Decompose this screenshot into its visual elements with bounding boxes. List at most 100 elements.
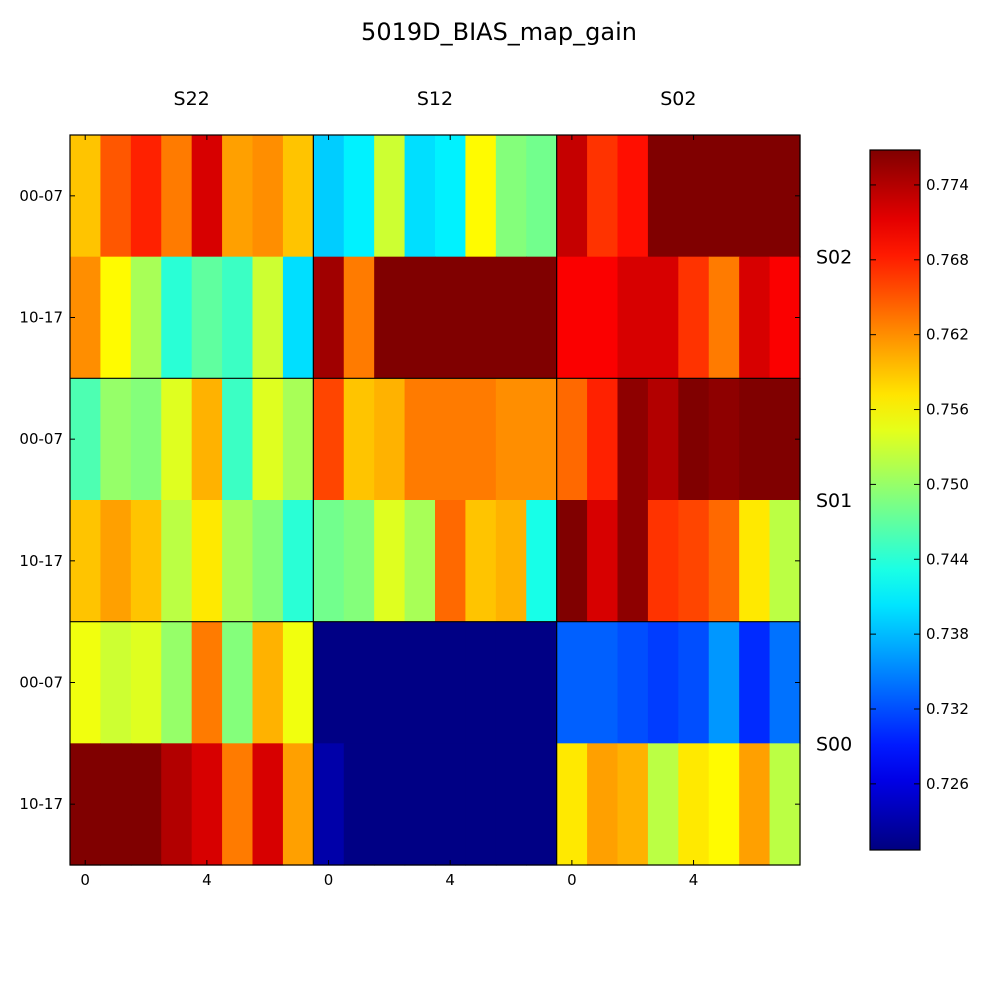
heatmap-cell xyxy=(708,378,740,501)
heatmap-cell xyxy=(435,256,467,379)
row-group-labels: S02 S01 S00 xyxy=(816,247,852,756)
heatmap-cell xyxy=(191,500,223,623)
heatmap-cell xyxy=(222,256,254,379)
heatmap-cell xyxy=(130,500,162,623)
heatmap-cell xyxy=(130,743,162,866)
heatmap-cell xyxy=(708,256,740,379)
heatmap-cell xyxy=(282,500,314,623)
heatmap-cell xyxy=(343,378,375,501)
heatmap-cell xyxy=(587,743,619,866)
heatmap-cell xyxy=(313,500,345,623)
row-group-label: S00 xyxy=(816,733,852,755)
heatmap-cell xyxy=(739,743,771,866)
heatmap-cell xyxy=(556,743,588,866)
heatmap-cell xyxy=(343,256,375,379)
heatmap-cell xyxy=(647,135,679,258)
heatmap-cell xyxy=(556,378,588,501)
heatmap-cell xyxy=(404,135,436,258)
column-group-label: S22 xyxy=(174,88,210,110)
heatmap-cell xyxy=(739,500,771,623)
heatmap-cell xyxy=(647,500,679,623)
heatmap-cell xyxy=(130,621,162,744)
heatmap-cell xyxy=(617,256,649,379)
heatmap-cell xyxy=(678,500,710,623)
heatmap-cell xyxy=(556,135,588,258)
heatmap-cell xyxy=(222,135,254,258)
colorbar-tick-label: 0.732 xyxy=(926,700,969,718)
heatmap-cell xyxy=(222,378,254,501)
heatmap-cell xyxy=(313,256,345,379)
heatmap-cell xyxy=(222,743,254,866)
x-tick-label: 0 xyxy=(567,871,577,889)
heatmap-cell xyxy=(191,621,223,744)
heatmap-cell xyxy=(161,378,193,501)
heatmap-cell xyxy=(100,378,132,501)
heatmap-group-borders xyxy=(69,134,801,866)
heatmap-cell xyxy=(435,621,467,744)
heatmap-cell xyxy=(252,500,284,623)
heatmap-cell xyxy=(70,256,102,379)
y-tick-label: 10-17 xyxy=(19,795,63,813)
x-tick-label: 4 xyxy=(445,871,455,889)
heatmap-cell xyxy=(556,256,588,379)
heatmap-cell xyxy=(70,621,102,744)
heatmap-cell xyxy=(374,135,406,258)
row-group-label: S01 xyxy=(816,490,852,512)
heatmap-cell xyxy=(526,135,558,258)
x-tick-label: 4 xyxy=(689,871,699,889)
heatmap-cell xyxy=(374,743,406,866)
heatmap-cell xyxy=(495,256,527,379)
heatmap-cell xyxy=(343,621,375,744)
heatmap-cell xyxy=(678,256,710,379)
heatmap-cell xyxy=(282,135,314,258)
heatmap-cell xyxy=(282,256,314,379)
heatmap-cell xyxy=(526,256,558,379)
y-tick-label: 00-07 xyxy=(19,674,63,692)
colorbar-gradient xyxy=(869,149,921,851)
heatmap-cell xyxy=(495,500,527,623)
heatmap-cell xyxy=(282,378,314,501)
heatmap-cell xyxy=(404,621,436,744)
heatmap-cell xyxy=(587,135,619,258)
heatmap-cell xyxy=(100,135,132,258)
heatmap-cell xyxy=(556,621,588,744)
heatmap-cell xyxy=(647,378,679,501)
heatmap-cell xyxy=(130,378,162,501)
heatmap-cells xyxy=(70,135,801,866)
heatmap-cell xyxy=(647,743,679,866)
heatmap-cell xyxy=(495,378,527,501)
heatmap-cell xyxy=(647,256,679,379)
heatmap-cell xyxy=(708,135,740,258)
heatmap-cell xyxy=(708,500,740,623)
heatmap-cell xyxy=(374,256,406,379)
heatmap-cell xyxy=(739,135,771,258)
heatmap-cell xyxy=(222,500,254,623)
heatmap-cell xyxy=(465,621,497,744)
heatmap-cell xyxy=(404,256,436,379)
heatmap-cell xyxy=(647,621,679,744)
heatmap-cell xyxy=(343,500,375,623)
heatmap-cell xyxy=(465,378,497,501)
x-tick-label: 4 xyxy=(202,871,212,889)
heatmap-cell xyxy=(617,500,649,623)
heatmap-cell xyxy=(465,743,497,866)
chart-title: 5019D_BIAS_map_gain xyxy=(361,18,637,46)
heatmap-cell xyxy=(100,256,132,379)
heatmap-cell xyxy=(222,621,254,744)
heatmap-cell xyxy=(252,256,284,379)
heatmap-cell xyxy=(282,743,314,866)
heatmap-cell xyxy=(70,135,102,258)
heatmap-cell xyxy=(465,135,497,258)
heatmap-cell xyxy=(343,135,375,258)
heatmap-cell xyxy=(435,743,467,866)
colorbar-tick-label: 0.744 xyxy=(926,550,969,568)
heatmap-cell xyxy=(313,135,345,258)
column-group-label: S12 xyxy=(417,88,453,110)
heatmap-cell xyxy=(161,743,193,866)
heatmap-cell xyxy=(191,378,223,501)
y-tick-label: 10-17 xyxy=(19,552,63,570)
heatmap-cell xyxy=(435,135,467,258)
heatmap-cell xyxy=(252,743,284,866)
